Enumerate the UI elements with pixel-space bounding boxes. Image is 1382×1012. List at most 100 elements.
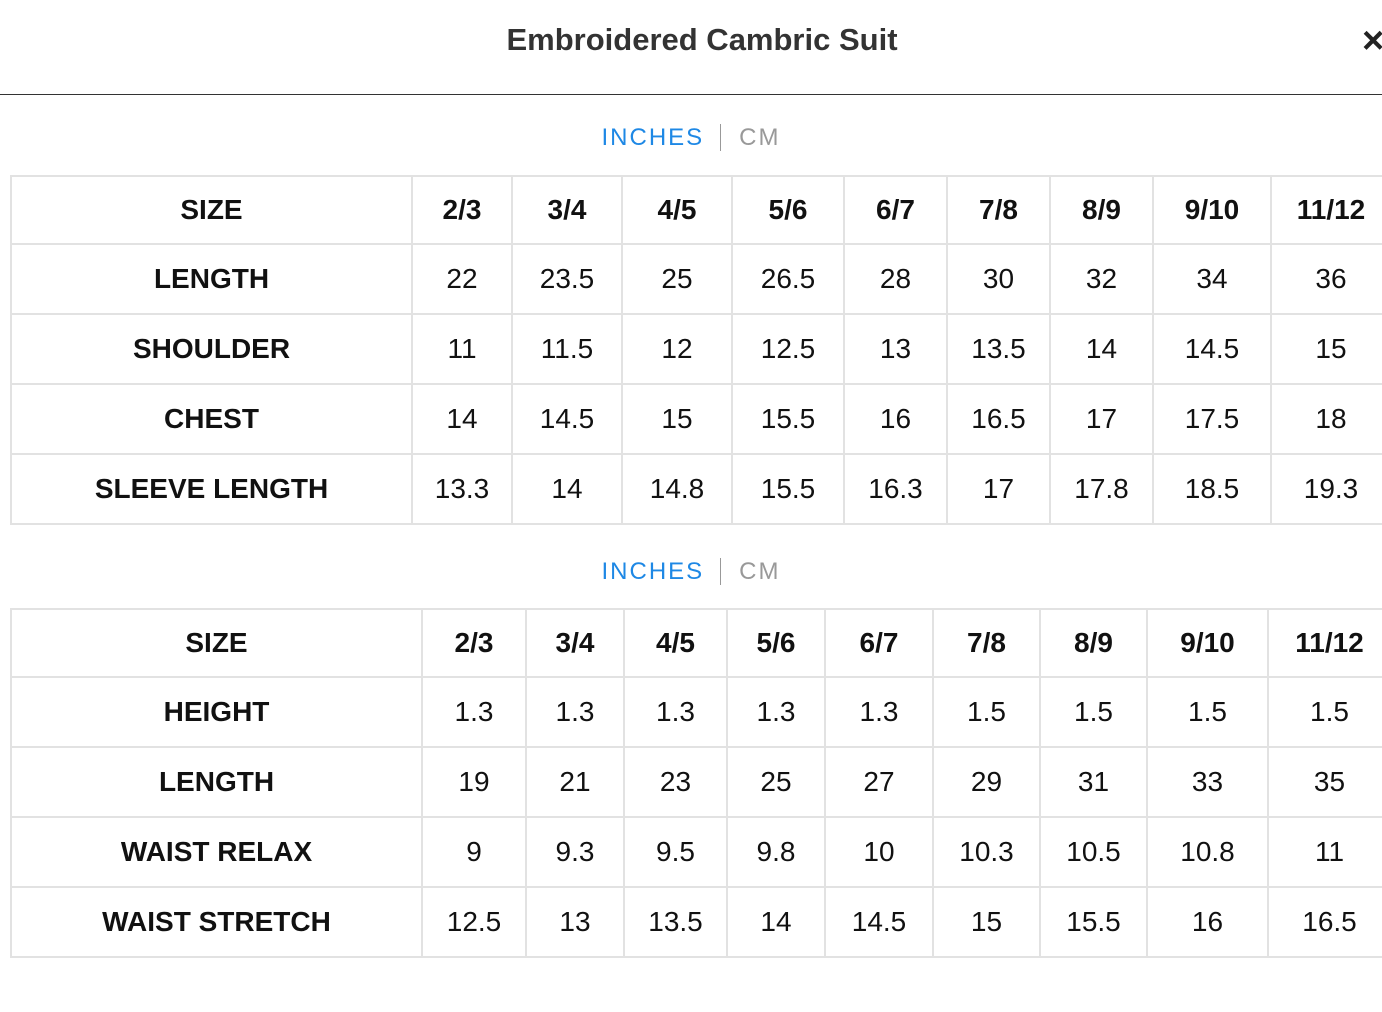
table-cell: 14 xyxy=(513,455,623,525)
table-cell: 1.5 xyxy=(1041,678,1148,748)
divider xyxy=(0,94,1382,95)
unit-toggle: INCHES CM xyxy=(0,124,1382,152)
table-cell: 25 xyxy=(728,748,826,818)
header-cell: 2/3 xyxy=(423,608,527,678)
table-cell: 30 xyxy=(948,245,1051,315)
table-cell: 1.3 xyxy=(826,678,934,748)
header-cell: 4/5 xyxy=(625,608,728,678)
header-cell: 6/7 xyxy=(845,175,948,245)
table-cell: 16 xyxy=(845,385,948,455)
table-cell: 1.5 xyxy=(1269,678,1382,748)
table-cell: 10.8 xyxy=(1148,818,1269,888)
table-cell: 14.8 xyxy=(623,455,733,525)
table-cell: 12.5 xyxy=(423,888,527,958)
header-cell: SIZE xyxy=(10,175,413,245)
unit-inches[interactable]: INCHES xyxy=(601,558,705,585)
row-label: HEIGHT xyxy=(10,678,423,748)
table-cell: 13 xyxy=(845,315,948,385)
header-cell: 4/5 xyxy=(623,175,733,245)
table-cell: 26.5 xyxy=(733,245,845,315)
table-cell: 1.3 xyxy=(625,678,728,748)
table-cell: 23.5 xyxy=(513,245,623,315)
modal-title: Embroidered Cambric Suit xyxy=(506,22,898,57)
table-cell: 16.3 xyxy=(845,455,948,525)
table-cell: 9 xyxy=(423,818,527,888)
table-cell: 16.5 xyxy=(948,385,1051,455)
table-cell: 11.5 xyxy=(513,315,623,385)
table-cell: 18 xyxy=(1272,385,1382,455)
table-cell: 13.5 xyxy=(948,315,1051,385)
table-cell: 34 xyxy=(1154,245,1272,315)
table-cell: 14 xyxy=(728,888,826,958)
table-cell: 14.5 xyxy=(513,385,623,455)
table-cell: 9.5 xyxy=(625,818,728,888)
table-cell: 1.3 xyxy=(527,678,625,748)
table-cell: 1.5 xyxy=(1148,678,1269,748)
table-cell: 15.5 xyxy=(1041,888,1148,958)
row-label: LENGTH xyxy=(10,748,423,818)
table-cell: 14.5 xyxy=(826,888,934,958)
table-cell: 10.3 xyxy=(934,818,1041,888)
table-cell: 15.5 xyxy=(733,455,845,525)
header-cell: 6/7 xyxy=(826,608,934,678)
header-cell: 7/8 xyxy=(948,175,1051,245)
table-cell: 11 xyxy=(413,315,513,385)
table-cell: 13.5 xyxy=(625,888,728,958)
row-label: SLEEVE LENGTH xyxy=(10,455,413,525)
table-cell: 12.5 xyxy=(733,315,845,385)
unit-cm[interactable]: CM xyxy=(720,124,781,151)
table-cell: 9.8 xyxy=(728,818,826,888)
header-cell: 11/12 xyxy=(1269,608,1382,678)
header-cell: 3/4 xyxy=(513,175,623,245)
header-cell: 7/8 xyxy=(934,608,1041,678)
table-cell: 25 xyxy=(623,245,733,315)
header-cell: 11/12 xyxy=(1272,175,1382,245)
table-cell: 21 xyxy=(527,748,625,818)
table-cell: 1.5 xyxy=(934,678,1041,748)
header-cell: 8/9 xyxy=(1041,608,1148,678)
table-cell: 22 xyxy=(413,245,513,315)
unit-cm[interactable]: CM xyxy=(720,558,781,585)
table-cell: 9.3 xyxy=(527,818,625,888)
table-cell: 17 xyxy=(948,455,1051,525)
table-cell: 29 xyxy=(934,748,1041,818)
table-cell: 16 xyxy=(1148,888,1269,958)
table-cell: 15.5 xyxy=(733,385,845,455)
table-cell: 15 xyxy=(1272,315,1382,385)
table-cell: 15 xyxy=(934,888,1041,958)
header-cell: 8/9 xyxy=(1051,175,1154,245)
table-cell: 14 xyxy=(413,385,513,455)
table-cell: 1.3 xyxy=(728,678,826,748)
table-cell: 10.5 xyxy=(1041,818,1148,888)
close-button[interactable]: × xyxy=(1362,20,1382,62)
header-cell: 5/6 xyxy=(728,608,826,678)
row-label: WAIST STRETCH xyxy=(10,888,423,958)
table-cell: 36 xyxy=(1272,245,1382,315)
row-label: LENGTH xyxy=(10,245,413,315)
table-cell: 14.5 xyxy=(1154,315,1272,385)
unit-toggle: INCHES CM xyxy=(0,558,1382,586)
header-cell: 9/10 xyxy=(1148,608,1269,678)
row-label: WAIST RELAX xyxy=(10,818,423,888)
table-cell: 14 xyxy=(1051,315,1154,385)
table-cell: 10 xyxy=(826,818,934,888)
table-cell: 33 xyxy=(1148,748,1269,818)
table-cell: 31 xyxy=(1041,748,1148,818)
header-cell: SIZE xyxy=(10,608,423,678)
table-cell: 17.8 xyxy=(1051,455,1154,525)
table-cell: 12 xyxy=(623,315,733,385)
unit-inches[interactable]: INCHES xyxy=(601,124,705,151)
table-cell: 19 xyxy=(423,748,527,818)
table-cell: 13 xyxy=(527,888,625,958)
table-cell: 28 xyxy=(845,245,948,315)
table-cell: 35 xyxy=(1269,748,1382,818)
row-label: CHEST xyxy=(10,385,413,455)
header-cell: 5/6 xyxy=(733,175,845,245)
table-cell: 23 xyxy=(625,748,728,818)
header-cell: 3/4 xyxy=(527,608,625,678)
table-cell: 18.5 xyxy=(1154,455,1272,525)
row-label: SHOULDER xyxy=(10,315,413,385)
table-cell: 17.5 xyxy=(1154,385,1272,455)
header-cell: 9/10 xyxy=(1154,175,1272,245)
